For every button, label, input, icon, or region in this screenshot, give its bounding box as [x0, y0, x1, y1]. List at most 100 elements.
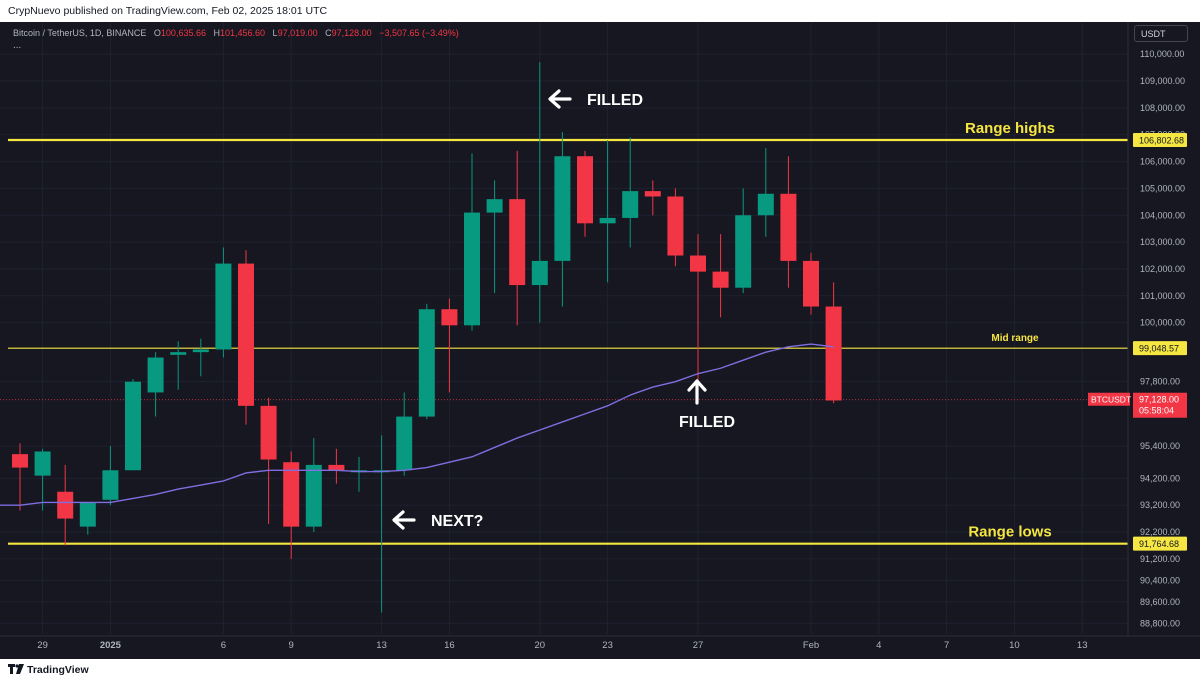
- arrow-left-icon: [392, 510, 416, 530]
- legend-more-button[interactable]: ...: [13, 40, 22, 51]
- annotations: FILLED FILLED NEXT?: [392, 89, 735, 530]
- price-tick-label: 104,000.00: [1140, 210, 1185, 220]
- price-tick-label: 91,200.00: [1140, 554, 1180, 564]
- candle-body: [825, 306, 842, 401]
- level-label: Range highs: [965, 120, 1055, 137]
- annotation-label: FILLED: [679, 414, 735, 431]
- time-tick-label: 7: [944, 640, 949, 651]
- publish-bar: CrypNuevo published on TradingView.com, …: [0, 0, 1200, 22]
- candle-body: [509, 199, 526, 286]
- level-price-label: 106,802.68: [1139, 136, 1184, 146]
- candle: [622, 137, 639, 248]
- price-tick-label: 97,800.00: [1140, 377, 1180, 387]
- candle: [34, 448, 51, 511]
- price-tick-label: 89,600.00: [1140, 597, 1180, 607]
- time-axis: 29 2025 6 9 13 16 20 23 27 Feb 4 7 10 13: [0, 635, 1200, 651]
- candle-body: [690, 255, 706, 272]
- candle: [238, 250, 254, 425]
- price-tick-label: 90,400.00: [1140, 575, 1180, 585]
- price-axis: 110,000.00109,000.00108,000.00107,000.00…: [1088, 22, 1200, 636]
- candle-body: [486, 199, 503, 213]
- candle: [599, 140, 616, 283]
- price-tick-label: 102,000.00: [1140, 264, 1185, 274]
- low-key: L: [272, 28, 278, 38]
- candle: [170, 341, 187, 390]
- price-tick-label: 88,800.00: [1140, 618, 1180, 628]
- moving-average: [0, 343, 834, 506]
- tradingview-logo-icon[interactable]: [8, 664, 24, 674]
- open-value: 100,635.66: [160, 28, 206, 38]
- candle: [125, 379, 141, 471]
- price-tick-label: 93,200.00: [1140, 500, 1180, 510]
- candle: [147, 352, 164, 417]
- candle-body: [577, 156, 593, 224]
- candle: [644, 180, 661, 216]
- level-price-label: 91,764.68: [1139, 539, 1179, 549]
- candle: [554, 132, 571, 307]
- time-tick-label: 16: [444, 640, 455, 651]
- candle-body: [531, 260, 548, 286]
- candles: [12, 62, 842, 613]
- symbol-label[interactable]: Bitcoin / TetherUS, 1D, BINANCE: [13, 28, 147, 38]
- time-tick-label: 13: [1077, 640, 1088, 651]
- currency-button[interactable]: USDT: [1134, 25, 1188, 42]
- candle-body: [418, 309, 435, 417]
- candle: [577, 150, 593, 237]
- ohlc-legend: Bitcoin / TetherUS, 1D, BINANCE O100,635…: [13, 28, 459, 38]
- candle: [509, 150, 526, 326]
- candle: [57, 464, 74, 546]
- candle-body: [441, 309, 458, 326]
- price-tick-label: 92,200.00: [1140, 527, 1180, 537]
- candle-body: [622, 191, 639, 218]
- candle-body: [170, 352, 187, 355]
- high-key: H: [213, 28, 220, 38]
- candle: [486, 180, 503, 294]
- price-tick-label: 109,000.00: [1140, 76, 1185, 86]
- time-tick-label: 2025: [100, 640, 122, 651]
- candle-body: [757, 193, 774, 216]
- annotation-label: FILLED: [587, 92, 643, 109]
- price-tick-label: 100,000.00: [1140, 318, 1185, 328]
- time-tick-label: 10: [1009, 640, 1020, 651]
- level-price-tag: [1133, 341, 1187, 356]
- candle: [441, 298, 458, 393]
- candle: [102, 446, 119, 506]
- candle-body: [396, 416, 413, 471]
- price-tick-label: 106,000.00: [1140, 157, 1185, 167]
- horizontal-levels: Range highs Mid range Range lows: [0, 120, 1128, 545]
- candle: [396, 392, 413, 476]
- candle: [192, 338, 209, 377]
- footer-brand: TradingView: [27, 664, 89, 676]
- price-tick-label: 94,200.00: [1140, 473, 1180, 483]
- last-price-label: 97,128.00: [1139, 395, 1179, 405]
- time-tick-label: 9: [289, 640, 294, 651]
- close-value: 97,128.00: [331, 28, 372, 38]
- candle-body: [599, 217, 616, 224]
- change-value: −3,507.65 (−3.49%): [379, 28, 459, 38]
- candle: [79, 502, 96, 535]
- annotation-arrow: [392, 510, 416, 530]
- candle-body: [780, 193, 797, 261]
- candle: [757, 148, 774, 237]
- arrow-up-icon: [687, 379, 707, 405]
- symbol-tag: [1088, 392, 1130, 406]
- candle-body: [12, 454, 28, 468]
- candle: [690, 234, 706, 385]
- candle: [305, 438, 322, 532]
- annotation-arrow: [548, 89, 572, 109]
- candle: [667, 188, 684, 267]
- candle: [735, 188, 752, 294]
- candle: [780, 156, 797, 288]
- symbol-tag-label: BTCUSDT: [1091, 395, 1131, 405]
- chart-area[interactable]: [0, 22, 1200, 659]
- close-key: C: [325, 28, 332, 38]
- level-label: Mid range: [991, 333, 1039, 344]
- candle: [328, 448, 345, 484]
- level-price-label: 99,048.57: [1139, 344, 1179, 354]
- last-price-tag: [1133, 392, 1187, 418]
- time-tick-label: 20: [535, 640, 546, 651]
- level-price-tag: [1133, 133, 1187, 148]
- low-value: 97,019.00: [277, 28, 318, 38]
- candle: [351, 456, 367, 492]
